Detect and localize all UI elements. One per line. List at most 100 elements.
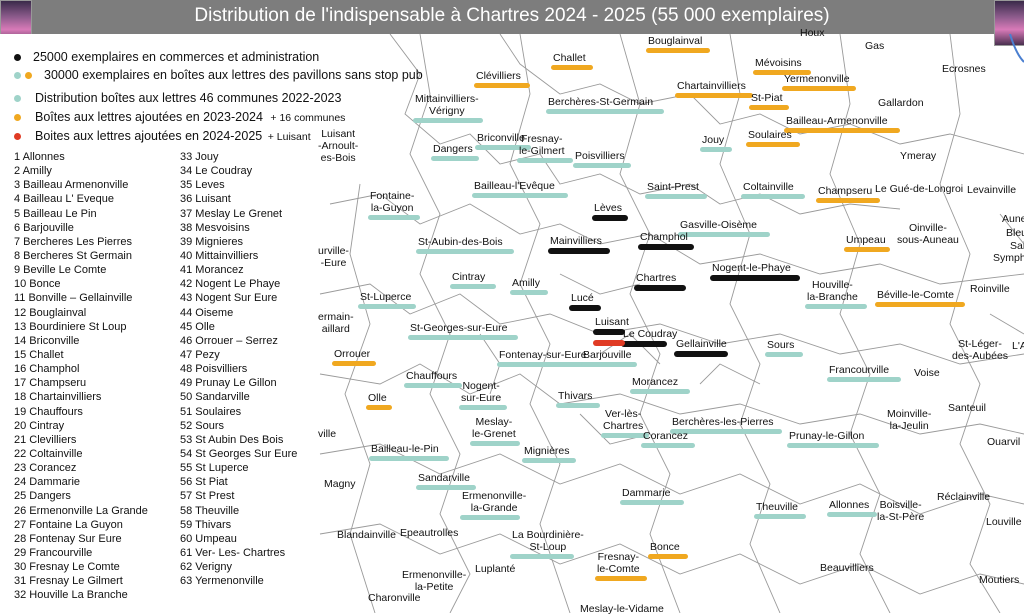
legend-background — [0, 34, 318, 613]
town-label: Roinville — [970, 283, 1010, 295]
commune-list-item: 59 Thivars — [180, 518, 232, 531]
town-label: Soulaires — [748, 129, 792, 141]
town-label: Coltainville — [743, 181, 794, 193]
town-label: St-Piat — [751, 92, 783, 104]
title-bar: Distribution de l'indispensable à Chartr… — [0, 0, 1024, 34]
distribution-marker — [675, 93, 753, 98]
town-label: Luisant — [595, 316, 629, 328]
town-label: Ermenonville- la-Grande — [462, 490, 527, 514]
town-label: Ymeray — [900, 150, 937, 162]
commune-list-item: 24 Dammarie — [14, 476, 81, 489]
town-label: Boisville- la-St-Père — [877, 499, 925, 523]
commune-borders — [319, 34, 1024, 613]
commune-border — [999, 213, 1024, 245]
commune-list-item: 25 Dangers — [14, 490, 71, 503]
town-label: Olle — [368, 392, 387, 404]
distribution-marker — [472, 193, 568, 198]
distribution-marker-red — [593, 340, 625, 346]
distribution-marker — [416, 249, 514, 254]
distribution-marker — [641, 443, 695, 448]
town-label: Bailleau-Armenonville — [786, 115, 888, 127]
commune-border — [559, 273, 641, 295]
legend-text: 25000 exemplaires en commerces et admini… — [33, 50, 320, 64]
commune-list-item: 8 Bercheres St Germain — [14, 249, 132, 262]
town-label: Chauffours — [406, 370, 458, 382]
town-label: Fontenay-sur-Eure — [499, 349, 587, 361]
town-label: Bonce — [650, 541, 680, 553]
town-label: Nogent-le-Phaye — [712, 262, 791, 274]
commune-list-item: 46 Orrouer – Serrez — [180, 334, 278, 347]
town-label: Chartainvilliers — [677, 80, 746, 92]
distribution-marker — [638, 244, 694, 250]
distribution-marker — [459, 405, 507, 410]
commune-list-item: 33 Jouy — [180, 151, 219, 163]
distribution-marker — [358, 304, 416, 309]
commune-list-item: 18 Chartainvilliers — [14, 391, 102, 404]
town-label: Bailleau-l'Evêque — [474, 180, 555, 192]
town-label: Levainville — [967, 184, 1017, 196]
town-label: Briconville — [477, 132, 525, 144]
distribution-marker — [844, 247, 890, 252]
commune-list-item: 3 Bailleau Armenonville — [14, 179, 129, 192]
commune-list-item: 38 Mesvoisins — [180, 221, 250, 234]
commune-list-item: 22 Coltainville — [14, 447, 83, 460]
legend-row-2024: Boites aux lettres ajoutées en 2024-2025… — [14, 129, 311, 143]
distribution-marker — [470, 441, 520, 446]
town-label: Luplanté — [475, 563, 516, 575]
commune-border — [319, 443, 1024, 515]
distribution-marker — [474, 83, 530, 88]
legend-extra: + Luisant — [267, 131, 311, 143]
town-label: Sai — [1010, 240, 1024, 252]
legend-text: Boites aux lettres ajoutées en 2024-2025 — [35, 129, 263, 143]
town-label: Bailleau-le-Pin — [371, 443, 439, 455]
town-label: Thivars — [558, 390, 593, 402]
distribution-marker — [366, 405, 392, 410]
distribution-marker — [510, 290, 548, 295]
distribution-marker — [556, 403, 600, 408]
town-label: Mévoisins — [755, 57, 802, 69]
distribution-marker — [753, 70, 811, 75]
distribution-marker — [517, 158, 573, 163]
orange-dot-icon — [25, 72, 32, 80]
town-label: Jouy — [702, 134, 725, 146]
town-label: Epeautrolles — [400, 527, 459, 539]
commune-list-item: 50 Sandarville — [180, 391, 250, 404]
town-label: Prunay-le-Gillon — [789, 430, 865, 442]
distribution-marker — [648, 554, 688, 559]
distribution-marker — [816, 198, 880, 203]
distribution-marker — [546, 109, 664, 114]
town-label: Ouarvil — [987, 436, 1021, 448]
town-label: Saint-Prest — [647, 181, 699, 193]
distribution-marker — [710, 275, 800, 281]
town-label: Theuville — [756, 501, 799, 513]
commune-list-item: 28 Fontenay Sur Eure — [14, 532, 122, 545]
distribution-marker — [784, 128, 900, 133]
town-label: St-Léger- des-Aubées — [952, 338, 1009, 362]
town-label: Champseru — [818, 185, 873, 197]
distribution-marker — [522, 458, 576, 463]
town-label: Louville — [986, 516, 1022, 528]
legend-text: 30000 exemplaires en boîtes aux lettres … — [44, 68, 423, 82]
distribution-marker — [497, 362, 599, 367]
town-label: St-Georges-sur-Eure — [410, 322, 508, 334]
town-label: St-Aubin-des-Bois — [418, 236, 503, 248]
distribution-marker — [601, 433, 649, 438]
town-label: Mittainvilliers- Vérigny — [415, 93, 479, 117]
commune-border — [619, 34, 681, 613]
distribution-marker — [700, 147, 732, 152]
commune-list-item: 34 Le Coudray — [180, 165, 253, 178]
commune-list-item: 15 Challet — [14, 348, 64, 361]
commune-list-item: 5 Bailleau Le Pin — [14, 207, 97, 220]
town-label: Béville-le-Comte — [877, 289, 955, 301]
town-label: Champhol — [640, 231, 688, 243]
distribution-marker — [416, 485, 476, 490]
town-label: Sandarville — [418, 472, 470, 484]
town-label: L'A — [1012, 340, 1024, 352]
commune-list-item: 9 Beville Le Comte — [14, 264, 107, 277]
commune-list-item: 57 St Prest — [180, 490, 235, 503]
distribution-marker — [746, 142, 800, 147]
town-label: Le Coudray — [623, 328, 678, 340]
town-label: Meslay- le-Grenet — [472, 416, 516, 440]
distribution-marker — [510, 554, 574, 559]
town-label: Voise — [914, 367, 940, 379]
